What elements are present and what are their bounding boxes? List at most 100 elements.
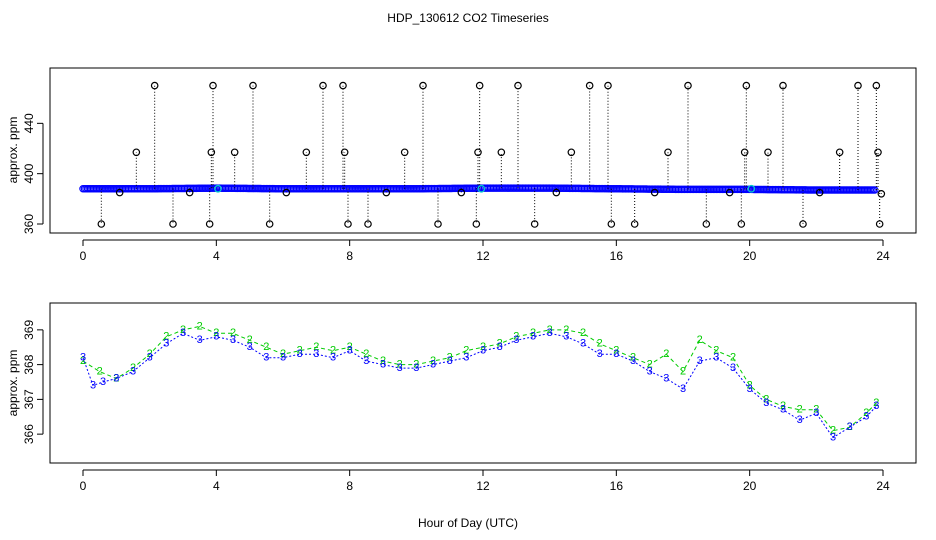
outlier-high-point xyxy=(585,81,594,90)
bottom-x-tick-label: 16 xyxy=(610,479,624,493)
outlier-mid-point xyxy=(474,148,482,157)
outlier-near-point xyxy=(185,188,194,197)
series-2-point: 2 xyxy=(647,359,653,371)
series-2-point: 2 xyxy=(330,345,336,357)
series-3-point: 3 xyxy=(313,348,319,360)
series-3-point: 3 xyxy=(713,352,719,364)
outlier-low-point xyxy=(205,220,214,228)
series-3-point: 3 xyxy=(580,338,586,350)
outlier-high-point xyxy=(475,81,484,90)
series-3-point: 3 xyxy=(873,400,879,412)
series-3-point: 3 xyxy=(347,345,353,357)
outlier-near-point xyxy=(552,188,561,197)
top-y-tick-label: 400 xyxy=(22,163,36,183)
series-2-point: 2 xyxy=(513,331,519,343)
bottom-x-tick-label: 20 xyxy=(743,479,757,493)
series-2-point: 2 xyxy=(663,348,669,360)
series-3-point: 3 xyxy=(597,348,603,360)
series-2-point: 2 xyxy=(580,327,586,339)
outlier-near-point xyxy=(877,190,886,198)
series-2-point: 2 xyxy=(530,327,536,339)
series-3-point: 3 xyxy=(697,355,703,367)
series-3-point: 3 xyxy=(663,372,669,384)
outlier-low-point xyxy=(434,220,442,228)
top-x-tick-label: 4 xyxy=(213,249,220,263)
series-3-point: 3 xyxy=(563,331,569,343)
series-3-point: 3 xyxy=(480,345,486,357)
series-3-point: 3 xyxy=(647,365,653,377)
series-3-point: 3 xyxy=(230,334,236,346)
outlier-near-point xyxy=(382,188,391,197)
series-2-point: 2 xyxy=(397,359,403,371)
series-3-point: 3 xyxy=(547,327,553,339)
outlier-mid-point xyxy=(764,148,772,157)
series-3-point: 3 xyxy=(813,407,819,419)
outlier-mid-point xyxy=(230,148,239,157)
bottom-x-tick-label: 8 xyxy=(346,479,353,493)
outlier-near-point xyxy=(650,188,659,197)
outlier-high-point xyxy=(150,81,159,90)
series-2-point: 2 xyxy=(130,362,136,374)
outlier-low-point xyxy=(97,220,106,228)
bottom-plot-frame xyxy=(49,302,917,464)
outlier-high-point xyxy=(319,81,327,90)
series-3-point: 3 xyxy=(763,397,769,409)
outlier-mid-point xyxy=(302,148,311,157)
series-3-point: 3 xyxy=(447,355,453,367)
series-3-point: 3 xyxy=(863,411,869,423)
outlier-low-point xyxy=(265,220,274,228)
outlier-low-point xyxy=(364,220,372,228)
outlier-low-point xyxy=(702,220,711,228)
series-3-point: 3 xyxy=(90,379,96,391)
series-3-point: 3 xyxy=(100,376,106,388)
flagged-point xyxy=(477,184,486,193)
top-plot-frame xyxy=(49,67,917,234)
series-3-point: 3 xyxy=(147,352,153,364)
outlier-mid-point xyxy=(567,148,576,157)
outlier-near-point xyxy=(282,188,291,197)
outlier-low-point xyxy=(799,220,807,228)
series-3-point: 3 xyxy=(80,352,86,364)
series-2-point: 2 xyxy=(797,404,803,416)
top-y-tick-label: 440 xyxy=(22,113,36,133)
outlier-near-point xyxy=(815,188,824,197)
top-marks xyxy=(97,81,886,228)
series-2-point: 2 xyxy=(230,327,236,339)
outlier-low-point xyxy=(875,220,884,228)
bottom-y-tick-label: 366 xyxy=(22,424,36,444)
series-2-point: 2 xyxy=(263,341,269,353)
series-2-point: 2 xyxy=(430,355,436,367)
series-2-point: 2 xyxy=(780,400,786,412)
flagged-point xyxy=(747,184,756,193)
series-2-point: 2 xyxy=(97,365,103,377)
series-3-point: 3 xyxy=(463,352,469,364)
series-2-point: 2 xyxy=(363,348,369,360)
outlier-near-point xyxy=(457,188,466,197)
series-2-point: 2 xyxy=(547,324,553,336)
series-3-point: 3 xyxy=(730,362,736,374)
series-2-point: 2 xyxy=(197,320,203,332)
series-2-line xyxy=(82,325,877,432)
series-2-point: 2 xyxy=(597,338,603,350)
outlier-mid-point xyxy=(740,148,749,157)
outlier-low-point xyxy=(169,220,177,228)
top-x-tick-label: 12 xyxy=(476,249,490,263)
outlier-low-point xyxy=(630,220,639,228)
series-2-point: 2 xyxy=(747,379,753,391)
series-3-point: 3 xyxy=(613,348,619,360)
outlier-high-point xyxy=(339,81,347,90)
top-x-tick-label: 24 xyxy=(876,249,890,263)
series-2-point: 2 xyxy=(563,324,569,336)
top-y-tick-label: 360 xyxy=(22,214,36,234)
series-3-point: 3 xyxy=(113,372,119,384)
series-2-point: 2 xyxy=(147,348,153,360)
outlier-mid-point xyxy=(207,148,216,157)
outlier-low-point xyxy=(737,220,746,228)
series-2-point: 2 xyxy=(463,345,469,357)
series-2-point: 2 xyxy=(297,345,303,357)
bottom-x-tick-label: 0 xyxy=(80,479,87,493)
series-2-point: 2 xyxy=(713,345,719,357)
series-2-point: 2 xyxy=(813,404,819,416)
series-3-point: 3 xyxy=(163,338,169,350)
